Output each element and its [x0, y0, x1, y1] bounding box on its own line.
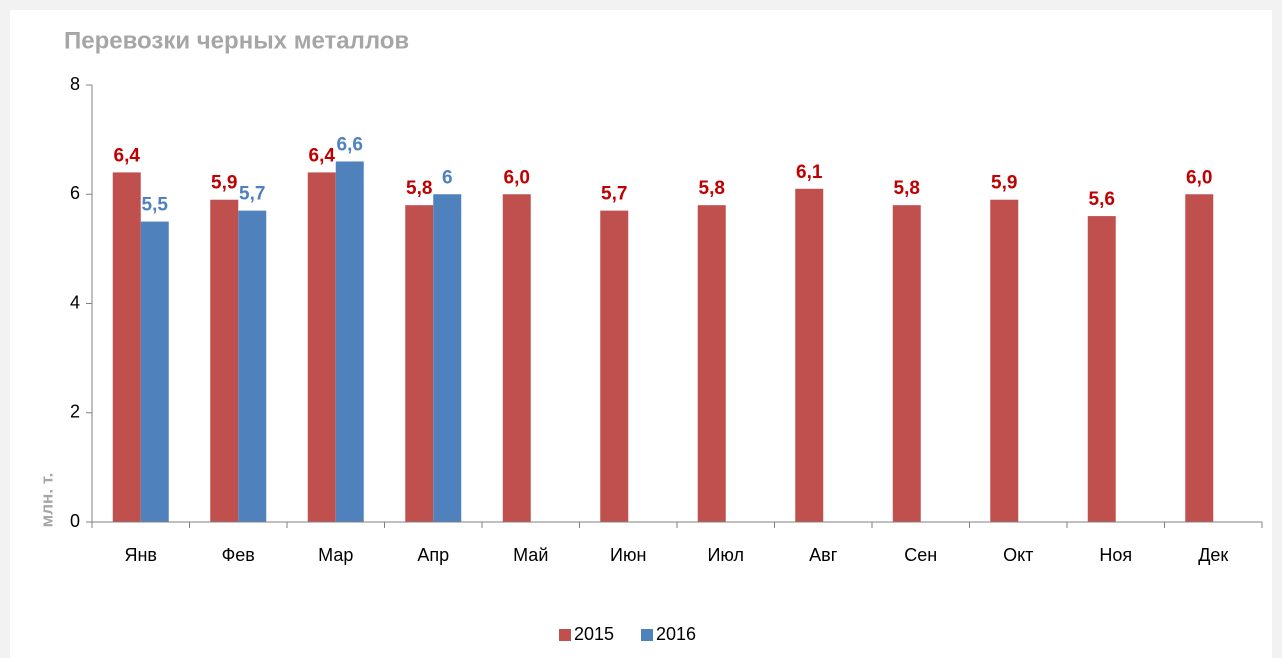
x-tick-label: Авг	[809, 545, 838, 565]
y-tick-label: 2	[70, 402, 80, 422]
bar	[600, 210, 629, 522]
chart-title: Перевозки черных металлов	[64, 27, 409, 54]
bar	[210, 199, 239, 522]
legend-swatch	[641, 629, 653, 641]
bar	[307, 172, 336, 522]
value-label: 5,9	[211, 173, 237, 194]
x-tick-label: Дек	[1198, 545, 1228, 565]
x-tick-label: Июн	[610, 545, 646, 565]
value-label: 6	[442, 167, 453, 188]
bar	[1087, 216, 1116, 522]
bar	[795, 188, 824, 522]
y-tick-label: 8	[70, 74, 80, 94]
x-tick-label: Июл	[707, 545, 744, 565]
x-tick-label: Янв	[124, 545, 157, 565]
bar	[990, 199, 1019, 522]
x-tick-label: Апр	[417, 545, 449, 565]
x-tick-label: Сен	[904, 545, 937, 565]
value-label: 5,7	[601, 184, 627, 205]
legend-label: 2015	[574, 624, 614, 644]
x-tick-label: Фев	[222, 545, 255, 565]
value-label: 5,7	[239, 184, 265, 205]
value-label: 6,6	[337, 134, 363, 155]
y-tick-label: 6	[70, 183, 80, 203]
x-tick-label: Окт	[1003, 545, 1033, 565]
y-tick-label: 4	[70, 292, 80, 312]
bar	[433, 194, 462, 522]
legend-swatch	[559, 629, 571, 641]
x-tick-label: Мар	[318, 545, 353, 565]
value-label: 6,4	[114, 145, 141, 166]
value-label: 5,8	[894, 178, 920, 199]
value-label: 5,8	[699, 178, 725, 199]
value-label: 5,6	[1089, 189, 1115, 210]
bar	[140, 221, 169, 522]
y-tick-label: 0	[70, 511, 80, 531]
x-tick-label: Ноя	[1099, 545, 1132, 565]
y-axis-label: млн. т.	[37, 473, 56, 528]
value-label: 5,5	[142, 195, 169, 216]
bar	[238, 210, 267, 522]
value-label: 5,9	[991, 173, 1017, 194]
bar	[697, 205, 726, 523]
value-label: 6,0	[1186, 167, 1212, 188]
bar	[405, 205, 434, 523]
bar	[502, 194, 531, 522]
bar	[112, 172, 141, 522]
bar	[892, 205, 921, 523]
value-label: 6,4	[309, 145, 336, 166]
bar	[1185, 194, 1214, 522]
value-label: 5,8	[406, 178, 432, 199]
value-label: 6,0	[504, 167, 530, 188]
bar	[335, 161, 364, 522]
x-tick-label: Май	[513, 545, 548, 565]
legend-label: 2016	[656, 624, 696, 644]
value-label: 6,1	[796, 162, 823, 183]
